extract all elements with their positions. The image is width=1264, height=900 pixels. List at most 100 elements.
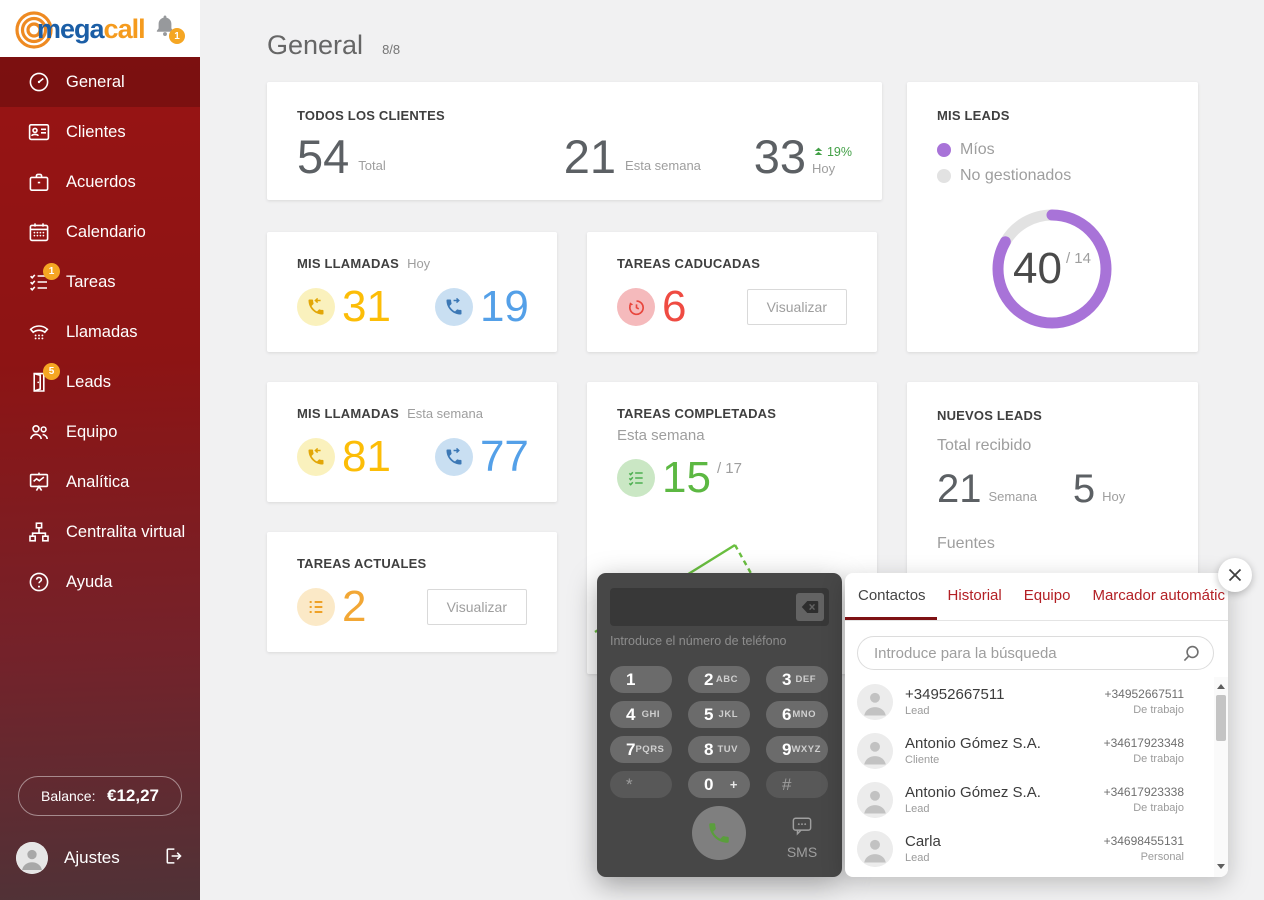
sidebar: megacall 1 General: [0, 0, 200, 900]
settings-row[interactable]: Ajustes: [0, 833, 200, 883]
card-mis-leads: MIS LEADS Míos No gestionados 40: [907, 82, 1198, 352]
sidebar-item-label: Equipo: [66, 422, 118, 441]
close-popup-button[interactable]: [1218, 558, 1252, 592]
megacall-logo[interactable]: megacall: [14, 8, 164, 50]
actuales-count: 2: [342, 582, 367, 631]
call-button[interactable]: [692, 806, 746, 860]
tab-historial[interactable]: Historial: [947, 586, 1002, 604]
contact-phone-label: Personal: [1140, 851, 1184, 863]
scroll-down-arrow[interactable]: [1214, 859, 1228, 873]
stat-value: 33: [753, 130, 806, 183]
sidebar-item-llamadas[interactable]: Llamadas: [0, 307, 200, 357]
key-1[interactable]: 1: [610, 666, 672, 693]
key-8[interactable]: 8 TUV: [688, 736, 750, 763]
sidebar-item-acuerdos[interactable]: Acuerdos: [0, 157, 200, 207]
contact-phone: +34698455131: [1103, 834, 1184, 848]
sidebar-item-clientes[interactable]: Clientes: [0, 107, 200, 157]
key-hash[interactable]: #: [766, 771, 828, 798]
key-9[interactable]: 9 WXYZ: [766, 736, 828, 763]
card-title: MIS LLAMADAS: [297, 256, 400, 271]
delta-percent: 19%: [826, 145, 852, 159]
stat-label: Total: [358, 158, 386, 173]
incoming-call-icon: [297, 438, 335, 476]
phone-number-input[interactable]: [616, 588, 786, 626]
card-title: TAREAS ACTUALES: [297, 556, 427, 571]
visualizar-button[interactable]: Visualizar: [426, 589, 527, 625]
caducadas-count: 6: [662, 282, 687, 331]
contact-phone: +34617923338: [1103, 785, 1184, 799]
stat-value: 21: [563, 130, 617, 183]
completed-checklist-icon: [617, 459, 655, 497]
key-3[interactable]: 3 DEF: [766, 666, 828, 693]
leads-donut-chart: 40 / 14: [987, 204, 1117, 334]
card-tareas-caducadas: TAREAS CADUCADAS 6 Visualizar: [587, 232, 877, 352]
key-4[interactable]: 4 GHI: [610, 701, 672, 728]
scroll-up-arrow[interactable]: [1214, 679, 1228, 693]
week-label: Semana: [988, 489, 1037, 504]
contact-search-input[interactable]: [874, 637, 1174, 669]
contact-search-wrap: [857, 636, 1214, 670]
contact-row[interactable]: Carla Lead +34698455131 Personal: [845, 824, 1214, 873]
donut-legend: Míos No gestionados: [937, 141, 1168, 185]
outgoing-call-icon: [434, 438, 473, 476]
sidebar-item-label: Analítica: [66, 472, 130, 491]
sidebar-item-label: Leads: [66, 372, 111, 391]
sidebar-item-analitica[interactable]: Analítica: [0, 457, 200, 507]
outgoing-count: 19: [479, 282, 529, 331]
notification-badge: 1: [169, 28, 185, 44]
sidebar-item-centralita[interactable]: Centralita virtual: [0, 507, 200, 557]
analytics-board-icon: [27, 470, 51, 494]
sidebar-item-label: Centralita virtual: [66, 522, 186, 541]
dialer-popup: Introduce el número de teléfono 1 2 ABC 3…: [597, 573, 842, 877]
sidebar-item-label: Calendario: [66, 222, 146, 241]
sidebar-nav: General Clientes Acuerdos: [0, 57, 200, 607]
backspace-button[interactable]: [796, 593, 824, 621]
visualizar-button[interactable]: Visualizar: [746, 289, 847, 325]
sidebar-item-ayuda[interactable]: Ayuda: [0, 557, 200, 607]
card-title: NUEVOS LEADS: [937, 408, 1042, 423]
calendar-icon: [27, 220, 51, 244]
tab-contactos[interactable]: Contactos: [845, 573, 937, 620]
briefcase-icon: [27, 170, 51, 194]
sms-button[interactable]: SMS: [780, 816, 824, 860]
dashboard-gauge-icon: [27, 70, 51, 94]
card-title: TODOS LOS CLIENTES: [297, 108, 445, 123]
scrollbar-thumb[interactable]: [1216, 695, 1226, 741]
balance-pill[interactable]: Balance: €12,27: [18, 776, 182, 816]
contact-category: Lead: [905, 852, 930, 864]
sidebar-item-general[interactable]: General: [0, 57, 200, 107]
contact-row[interactable]: +34952667511 Lead +34952667511 De trabaj…: [845, 677, 1214, 726]
key-6[interactable]: 6 MNO: [766, 701, 828, 728]
week-count: 21: [937, 467, 982, 511]
key-2[interactable]: 2 ABC: [688, 666, 750, 693]
sidebar-item-tareas[interactable]: 1 Tareas: [0, 257, 200, 307]
tab-marcador-automatico[interactable]: Marcador automátic: [1092, 586, 1226, 604]
tab-equipo[interactable]: Equipo: [1023, 586, 1071, 604]
contact-category: Cliente: [905, 754, 940, 766]
contact-list-scrollbar[interactable]: [1214, 677, 1228, 877]
incoming-count: 31: [342, 282, 391, 331]
logo-spiral-icon: [15, 11, 53, 49]
task-list-icon: [297, 588, 335, 626]
sidebar-item-calendario[interactable]: Calendario: [0, 207, 200, 257]
key-0[interactable]: 0 +: [688, 771, 750, 798]
contact-row[interactable]: Antonio Gómez S.A. Cliente +34617923348 …: [845, 726, 1214, 775]
sidebar-item-label: General: [66, 72, 125, 91]
notifications-bell[interactable]: 1: [152, 12, 185, 44]
sidebar-item-leads[interactable]: 5 Leads: [0, 357, 200, 407]
checklist-icon: 1: [27, 263, 60, 294]
contact-phone-label: De trabajo: [1133, 802, 1184, 814]
sidebar-item-equipo[interactable]: Equipo: [0, 407, 200, 457]
contact-row[interactable]: Antonio Gómez S.A. Lead +34617923338 De …: [845, 775, 1214, 824]
key-star[interactable]: *: [610, 771, 672, 798]
logout-icon[interactable]: [162, 845, 184, 872]
contact-name: Carla: [905, 833, 941, 850]
close-icon: [1228, 568, 1242, 582]
key-5[interactable]: 5 JKL: [688, 701, 750, 728]
search-icon[interactable]: [1179, 642, 1203, 666]
key-7[interactable]: 7 PQRS: [610, 736, 672, 763]
contact-avatar: [857, 732, 893, 769]
help-icon: [27, 570, 51, 594]
contact-avatar: [857, 830, 893, 867]
card-tareas-actuales: TAREAS ACTUALES 2 Visualizar: [267, 532, 557, 652]
